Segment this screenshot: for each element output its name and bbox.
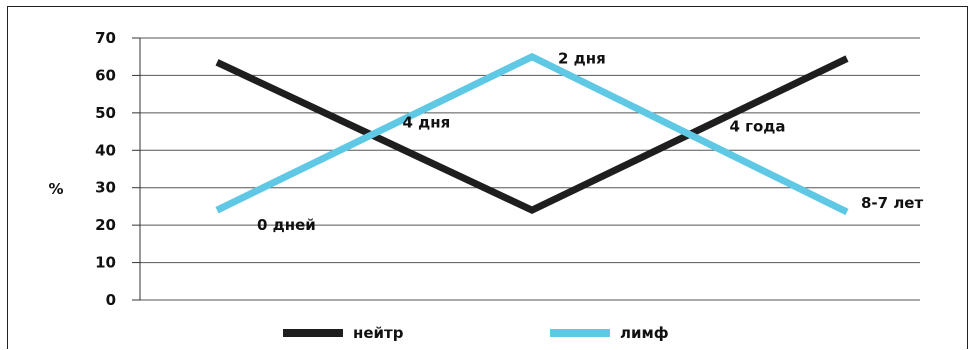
annotation-label: 4 года <box>730 117 786 135</box>
y-tick-label: 50 <box>95 104 116 122</box>
legend: нейтр лимф <box>283 324 669 342</box>
legend-label: нейтр <box>353 324 404 342</box>
y-tick-label: 20 <box>95 216 116 234</box>
y-axis: 0 10 20 30 40 50 60 70 <box>95 29 141 309</box>
y-axis-label: % <box>48 180 63 198</box>
series-line-нейтр <box>215 55 849 215</box>
annotation-label: 2 дня <box>558 50 606 68</box>
series-lines <box>215 52 849 216</box>
y-tick-label: 70 <box>95 29 116 47</box>
series-line-лимф <box>215 52 849 216</box>
annotations: 0 дней 4 дня 2 дня 4 года 8-7 лет <box>257 50 923 234</box>
annotation-label: 8-7 лет <box>861 194 923 212</box>
y-tick-label: 40 <box>95 141 116 159</box>
y-tick-label: 10 <box>95 254 116 272</box>
chart-frame <box>7 6 968 349</box>
annotation-label: 0 дней <box>257 216 316 234</box>
legend-label: лимф <box>620 324 669 342</box>
y-tick-label: 60 <box>95 66 116 84</box>
y-tick-label: 30 <box>95 179 116 197</box>
annotation-label: 4 дня <box>403 113 451 131</box>
y-tick-label: 0 <box>106 291 116 309</box>
